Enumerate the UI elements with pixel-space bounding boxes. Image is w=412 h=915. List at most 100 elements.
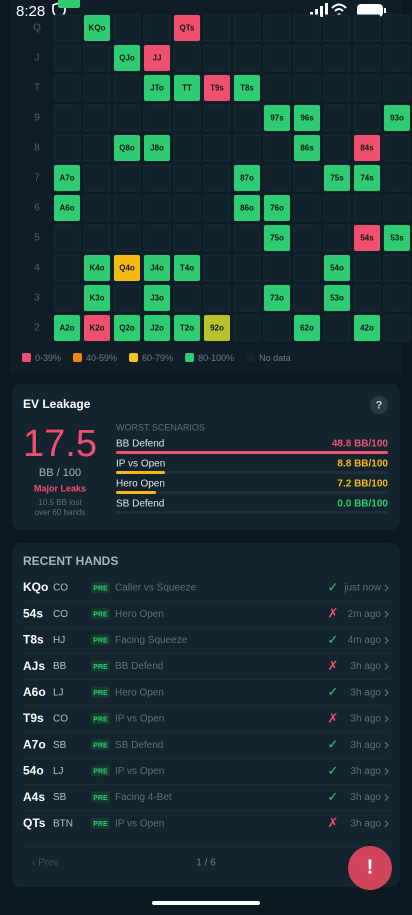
- matrix-cell[interactable]: [144, 255, 170, 281]
- result: ✓: [328, 684, 339, 699]
- matrix-cell[interactable]: [144, 45, 170, 71]
- time: 4m ago: [348, 635, 382, 646]
- empty-cell: [383, 74, 411, 102]
- legend-label: No data: [259, 353, 291, 363]
- matrix-cell[interactable]: [174, 15, 200, 41]
- matrix-cell[interactable]: [234, 75, 260, 101]
- empty-cell: [143, 224, 171, 252]
- matrix-cell[interactable]: [324, 165, 350, 191]
- cell-label: 86s: [300, 144, 314, 153]
- cell-label: 74s: [360, 174, 374, 183]
- matrix-cell[interactable]: [384, 105, 410, 131]
- matrix-cell[interactable]: [144, 315, 170, 341]
- matrix-cell[interactable]: [204, 75, 230, 101]
- empty-cell: [83, 194, 111, 222]
- cell-label: 87o: [240, 174, 254, 183]
- matrix-cell[interactable]: [174, 75, 200, 101]
- matrix-cell[interactable]: [144, 135, 170, 161]
- street-badge: [91, 765, 110, 777]
- matrix-cell[interactable]: [54, 195, 80, 221]
- matrix-cell[interactable]: [324, 285, 350, 311]
- row-label: 9: [34, 113, 40, 124]
- scenario: SB Defend: [115, 740, 163, 751]
- time: 3h ago: [350, 740, 381, 751]
- time: 3h ago: [350, 661, 381, 672]
- matrix-cell[interactable]: [114, 315, 140, 341]
- empty-cell: [173, 104, 201, 132]
- matrix-cell[interactable]: [84, 285, 110, 311]
- matrix-cell[interactable]: [114, 255, 140, 281]
- matrix-cell[interactable]: [264, 195, 290, 221]
- result: ✓: [328, 737, 339, 752]
- result: ✓: [328, 789, 339, 804]
- empty-cell: [173, 164, 201, 192]
- cell-label: A7o: [59, 174, 74, 183]
- matrix-cell[interactable]: [264, 225, 290, 251]
- ev-severity: Major Leaks: [34, 483, 86, 493]
- result: ✗: [328, 606, 339, 621]
- cell-label: K2o: [89, 324, 104, 333]
- cell-label: T4o: [180, 264, 194, 273]
- matrix-cell[interactable]: [294, 105, 320, 131]
- empty-cell: [83, 74, 111, 102]
- cell-label: QTs: [180, 24, 196, 33]
- hand: A6o: [23, 685, 46, 699]
- matrix-cell[interactable]: [294, 315, 320, 341]
- matrix-cell[interactable]: [174, 315, 200, 341]
- matrix-cell[interactable]: [204, 315, 230, 341]
- matrix-cell[interactable]: [354, 225, 380, 251]
- fab[interactable]: [348, 846, 392, 890]
- matrix-cell[interactable]: [324, 255, 350, 281]
- empty-cell: [353, 44, 381, 72]
- matrix-cell[interactable]: [264, 285, 290, 311]
- street-badge: [91, 660, 110, 672]
- empty-cell: [353, 104, 381, 132]
- matrix-cell[interactable]: [174, 255, 200, 281]
- empty-cell: [53, 254, 81, 282]
- matrix-cell[interactable]: [114, 45, 140, 71]
- matrix-cell[interactable]: [84, 15, 110, 41]
- matrix-cell[interactable]: [144, 285, 170, 311]
- empty-cell: [293, 194, 321, 222]
- empty-cell: [83, 44, 111, 72]
- matrix-cell[interactable]: [234, 195, 260, 221]
- cell-label: J4o: [150, 264, 164, 273]
- matrix-cell[interactable]: [84, 255, 110, 281]
- empty-cell: [383, 284, 411, 312]
- matrix-cell[interactable]: [144, 75, 170, 101]
- empty-cell: [203, 164, 231, 192]
- matrix-cell[interactable]: [54, 165, 80, 191]
- street: PRE: [93, 612, 108, 619]
- matrix-cell[interactable]: [84, 315, 110, 341]
- matrix-cell[interactable]: [114, 135, 140, 161]
- empty-cell: [323, 224, 351, 252]
- empty-cell: [293, 284, 321, 312]
- matrix-cell[interactable]: [54, 315, 80, 341]
- hand: A7o: [23, 737, 46, 751]
- time: 3h ago: [350, 687, 381, 698]
- cell-label: Q4o: [119, 264, 135, 273]
- street-badge: [91, 791, 110, 803]
- chevron: [384, 767, 389, 775]
- position: BB: [53, 661, 67, 672]
- empty-cell: [353, 14, 381, 42]
- street: PRE: [93, 821, 108, 828]
- legend-label: 80-100%: [198, 353, 234, 363]
- matrix-cell[interactable]: [354, 135, 380, 161]
- matrix-cell[interactable]: [294, 135, 320, 161]
- street: PRE: [93, 664, 108, 671]
- empty-cell: [83, 224, 111, 252]
- position: LJ: [53, 766, 64, 777]
- matrix-cell[interactable]: [384, 225, 410, 251]
- hands-title: RECENT HANDS: [23, 554, 118, 568]
- matrix-cell[interactable]: [354, 315, 380, 341]
- legend-label: 40-59%: [86, 353, 117, 363]
- matrix-cell[interactable]: [264, 105, 290, 131]
- prev-button[interactable]: ‹ Prev: [32, 858, 59, 869]
- matrix-cell[interactable]: [234, 165, 260, 191]
- matrix-cell[interactable]: [354, 165, 380, 191]
- cell-label: 75s: [330, 174, 344, 183]
- empty-cell: [203, 44, 231, 72]
- scenario-bar: [116, 491, 157, 494]
- help-button[interactable]: [370, 396, 388, 414]
